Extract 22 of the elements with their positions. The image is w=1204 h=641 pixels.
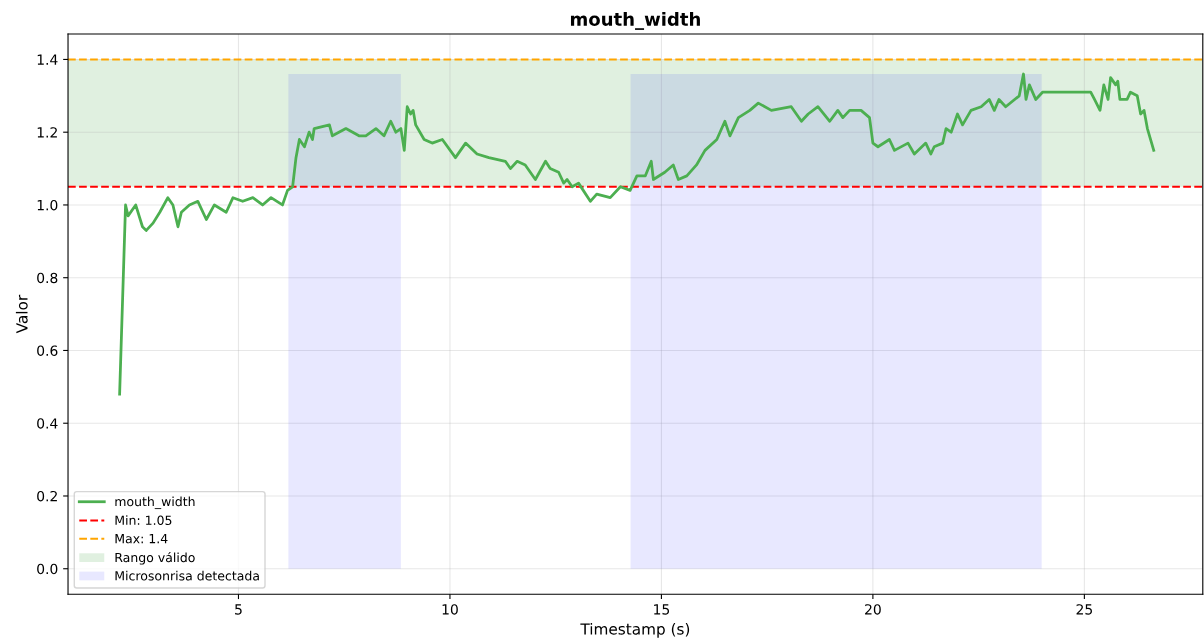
x-tick-label: 5 xyxy=(235,604,242,615)
legend-label: Min: 1.05 xyxy=(115,515,172,525)
y-tick-label: 0.2 xyxy=(37,490,57,502)
y-tick-label: 0.4 xyxy=(37,418,58,429)
y-tick-label: 1.2 xyxy=(37,127,57,138)
y-tick-label: 1.0 xyxy=(37,199,58,211)
x-tick-label: 15 xyxy=(654,604,670,615)
legend-label: Rango válido xyxy=(115,552,195,565)
legend-label: Microsonrisa detectada xyxy=(115,570,259,581)
legend-label: mouth_width xyxy=(115,496,195,510)
chart-title: mouth_width xyxy=(570,11,700,30)
y-tick-label: 0.8 xyxy=(37,272,58,284)
legend-label: Max: 1.4 xyxy=(115,534,168,544)
x-tick-label: 20 xyxy=(865,604,881,615)
x-tick-label: 25 xyxy=(1076,604,1092,615)
y-tick-label: 0.6 xyxy=(37,345,58,356)
y-axis-title: Valor xyxy=(15,294,28,334)
x-axis-title: Timestamp (s) xyxy=(580,622,690,638)
y-tick-label: 0.0 xyxy=(37,563,58,575)
line-series xyxy=(118,72,1156,396)
x-tick-label: 10 xyxy=(442,604,458,615)
y-tick-label: 1.4 xyxy=(37,54,58,65)
